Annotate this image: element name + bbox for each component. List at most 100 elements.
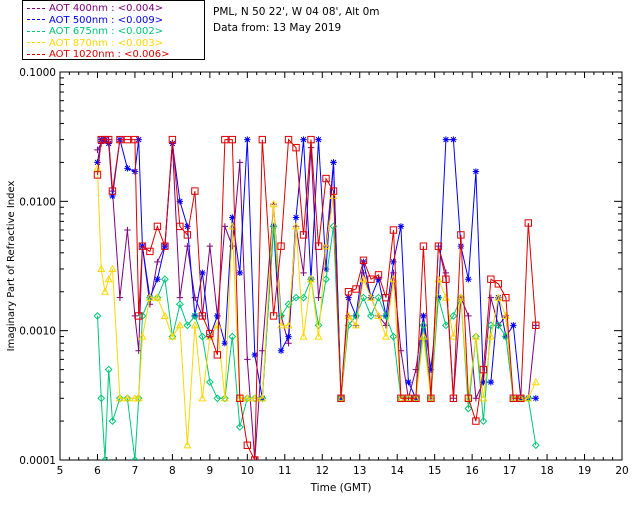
legend-swatch <box>27 53 45 55</box>
data-point <box>449 332 458 340</box>
data-point <box>101 135 109 144</box>
data-point <box>183 441 192 449</box>
data-point <box>300 136 307 143</box>
data-point <box>524 394 533 403</box>
legend-label: AOT 1020nm : <0.006> <box>49 49 170 61</box>
data-point <box>284 300 293 309</box>
data-point <box>397 223 405 230</box>
data-point <box>116 294 124 301</box>
data-point <box>244 356 251 363</box>
data-point <box>389 226 398 234</box>
data-point <box>184 223 191 230</box>
data-point <box>259 347 266 354</box>
data-point <box>97 394 106 403</box>
data-point <box>457 231 465 239</box>
data-point <box>104 365 113 374</box>
data-point <box>336 394 346 402</box>
data-point <box>292 143 300 152</box>
data-point <box>389 274 398 283</box>
data-point <box>480 378 487 386</box>
data-point <box>381 332 391 340</box>
data-point <box>517 394 525 402</box>
data-point <box>284 321 293 329</box>
data-point <box>374 293 383 302</box>
data-point <box>464 404 473 413</box>
data-point <box>175 300 184 309</box>
data-point <box>191 294 199 301</box>
data-point <box>146 247 154 256</box>
data-point <box>494 293 503 301</box>
data-point <box>299 231 308 239</box>
legend-item: AOT 1020nm : <0.006> <box>27 49 204 61</box>
data-point <box>108 187 117 195</box>
data-point <box>337 394 345 402</box>
data-point <box>382 312 390 320</box>
data-point <box>479 394 488 402</box>
data-point <box>176 222 184 231</box>
data-point <box>314 242 323 250</box>
y-tick-label: 0.0100 <box>19 196 56 208</box>
data-point <box>479 417 488 425</box>
data-point <box>100 287 110 295</box>
x-tick-label: 12 <box>316 465 329 477</box>
data-point <box>190 321 199 329</box>
data-point <box>442 136 450 143</box>
data-point <box>269 199 278 208</box>
x-tick-label: 10 <box>241 465 254 477</box>
data-point <box>284 135 293 144</box>
info-block: PML, N 50 22', W 04 08', Alt 0m Data fro… <box>213 4 380 36</box>
data-point <box>221 340 229 347</box>
series-line <box>97 139 537 460</box>
legend: AOT 400nm : <0.004> AOT 500nm : <0.009> AO… <box>22 0 205 60</box>
data-point <box>160 275 169 284</box>
data-point <box>134 312 143 320</box>
data-point <box>434 242 443 250</box>
data-point <box>258 135 267 144</box>
y-tick-label: 0.0010 <box>19 326 56 338</box>
data-point <box>213 321 222 329</box>
data-point <box>124 226 131 234</box>
data-point <box>524 219 533 227</box>
x-tick-label: 20 <box>615 465 628 477</box>
data-point <box>168 332 177 340</box>
data-point <box>236 159 244 166</box>
data-point <box>131 168 139 175</box>
data-point <box>154 276 161 283</box>
data-point <box>97 264 106 273</box>
data-point <box>146 293 154 302</box>
data-point <box>405 378 412 386</box>
data-point <box>292 293 300 302</box>
data-point <box>116 135 124 144</box>
data-point <box>375 276 382 283</box>
data-point <box>374 311 383 319</box>
data-point <box>532 321 540 330</box>
data-point <box>277 347 285 354</box>
data-point <box>134 394 143 402</box>
legend-item: AOT 870nm : <0.003> <box>27 38 204 50</box>
data-point <box>367 312 375 320</box>
data-point <box>322 275 330 284</box>
data-point <box>494 321 503 330</box>
data-point <box>269 222 278 231</box>
legend-label: AOT 675nm : <0.002> <box>49 26 164 38</box>
data-point <box>464 394 473 402</box>
data-point <box>404 394 413 402</box>
x-tick-label: 14 <box>391 465 405 477</box>
data-point <box>300 269 307 277</box>
data-point <box>205 378 214 387</box>
x-tick-label: 11 <box>278 465 291 477</box>
data-point <box>183 321 192 330</box>
legend-label: AOT 500nm : <0.009> <box>49 14 164 26</box>
legend-label: AOT 400nm : <0.004> <box>49 3 164 14</box>
data-point <box>465 276 472 283</box>
data-point <box>449 394 458 402</box>
data-point <box>243 394 252 403</box>
data-point <box>524 394 533 402</box>
data-point <box>299 332 308 340</box>
data-point <box>321 241 331 250</box>
data-point <box>450 136 457 143</box>
data-point <box>244 136 251 143</box>
data-point <box>292 214 300 221</box>
data-point <box>221 135 229 144</box>
data-point <box>531 377 540 386</box>
